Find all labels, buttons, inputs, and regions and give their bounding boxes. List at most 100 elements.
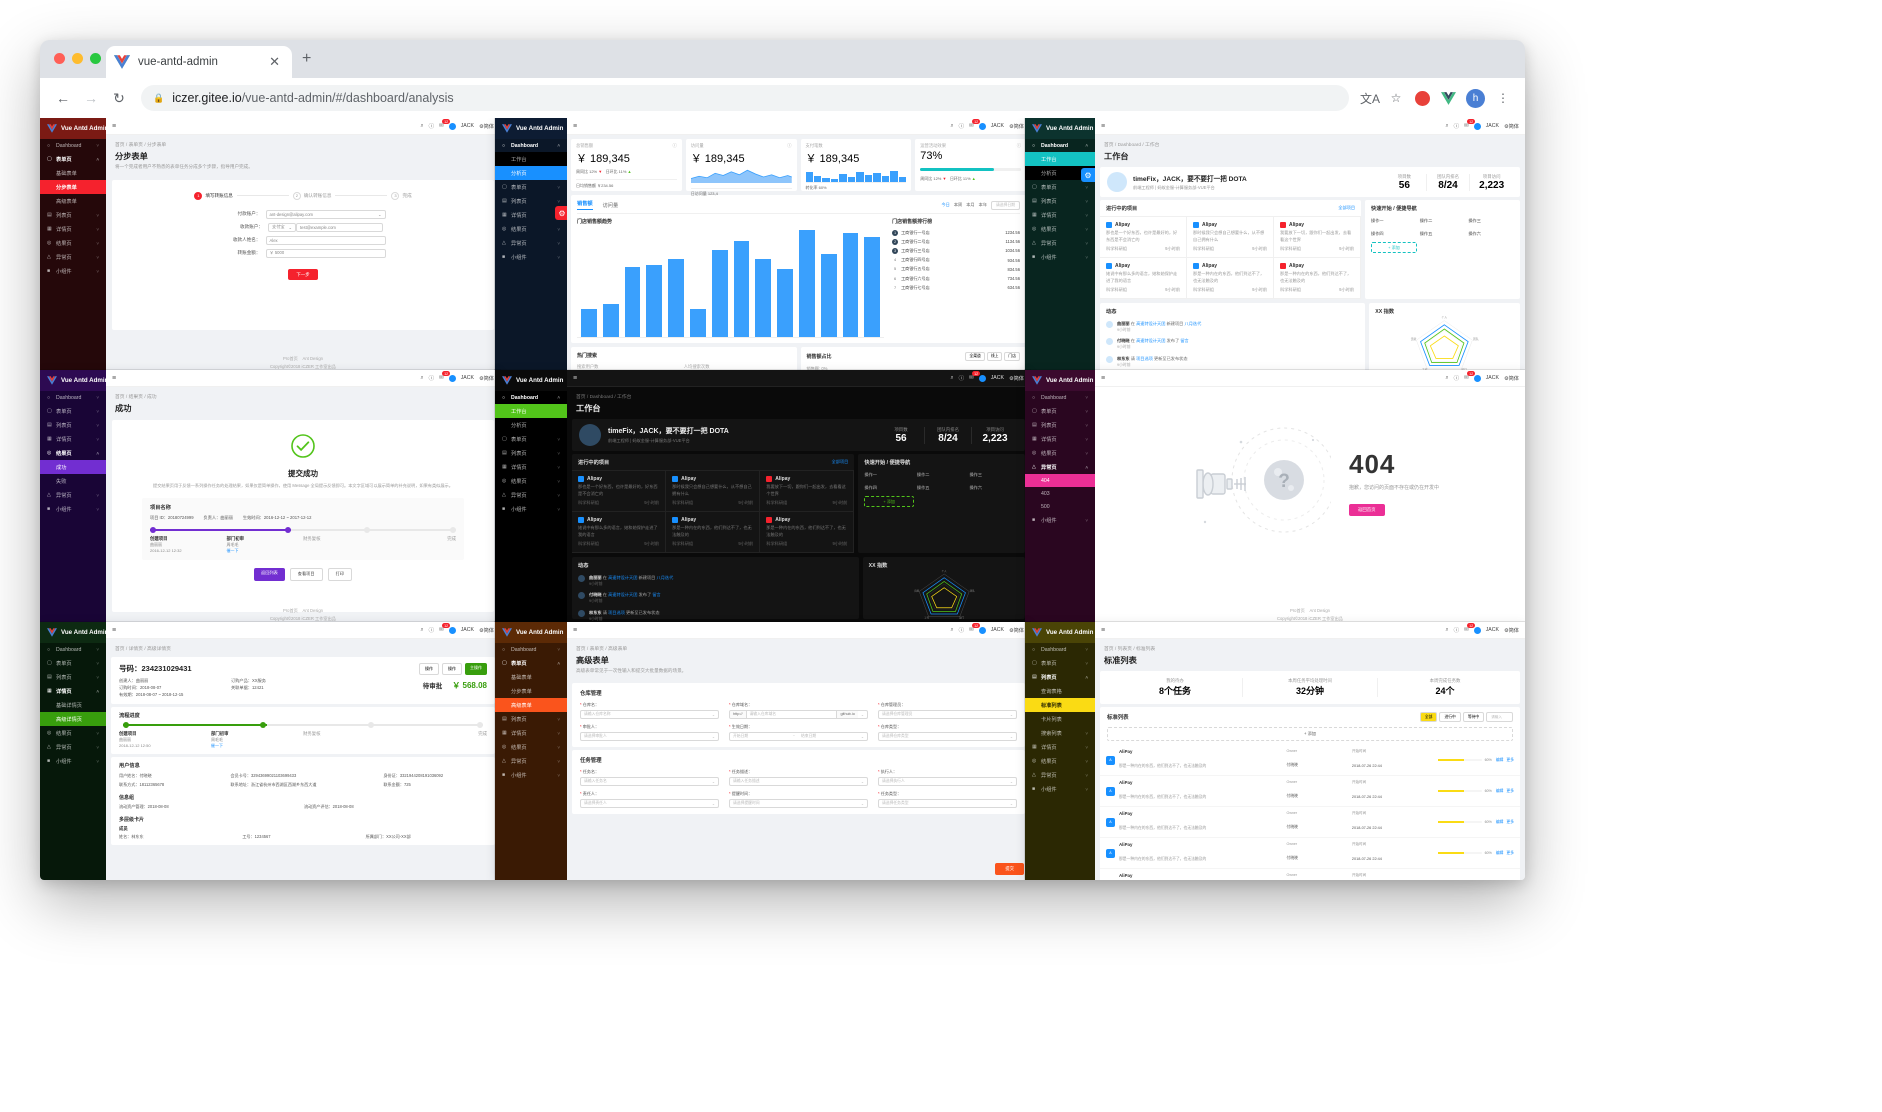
shot-advanced-detail[interactable]: Vue Antd Admin ○ Dashboard ˅ ▢ 表单页 ˅ ▤ 列表页 ˅ ▦… (40, 622, 500, 880)
search-icon[interactable]: ⌕ (420, 626, 424, 633)
sidebar-item-detail[interactable]: ▦详情页˅ (502, 730, 560, 737)
settings-drawer-toggle[interactable]: ⚙ (1081, 168, 1095, 182)
date-range-picker[interactable]: 请选择日期 (991, 200, 1020, 210)
sidebar-item-analysis[interactable]: 分析页 (495, 166, 567, 180)
sidebar-item-form[interactable]: ▢ 表单页 ˅ (1032, 184, 1088, 191)
project-item[interactable]: Alipay 那是一种内在的东西，他们到达不了，也无法触及的 科学科研组 9小时前 (760, 512, 855, 553)
project-item[interactable]: Alipay 我要放下一切，跟你们一起出发，去看看这个世界 科学科研组 9小时前 (1274, 217, 1362, 258)
sidebar-item-list[interactable]: ▤ 列表页 ˅ (47, 422, 99, 429)
collapse-menu-icon[interactable]: ≡ (1101, 122, 1106, 130)
sidebar-item-exception[interactable]: △ 异常页 ˅ (47, 254, 99, 261)
avatar[interactable] (448, 374, 456, 382)
quick-link[interactable]: 操作六 (969, 485, 983, 490)
sidebar-item-widgets[interactable]: ■ 小组件 ˅ (502, 506, 560, 513)
quick-link[interactable]: 操作二 (916, 472, 930, 477)
sidebar-item-widgets[interactable]: ■ 小组件 ˅ (1032, 786, 1088, 793)
add-quick-link-button[interactable]: + 添加 (864, 496, 914, 507)
sidebar-item-exception[interactable]: △ 异常页 ˅ (47, 492, 99, 499)
sidebar-item-dashboard[interactable]: ○ Dashboard ˅ (47, 142, 99, 149)
help-icon[interactable]: ⓘ (1453, 376, 1460, 382)
shot-standard-list[interactable]: Vue Antd Admin ○ Dashboard ˅ ▢ 表单页 ˅ ▤ 列表页 ˄ 查… (1025, 622, 1525, 880)
sidebar-item-form-basic[interactable]: 基础表单 (511, 674, 532, 681)
table-row[interactable]: A AliPay 那是一种内在的东西，他们到达不了，也无法触及的 Owner 付晓晓 开始… (1100, 776, 1520, 807)
language-switch[interactable]: ⚙简体 (1503, 627, 1519, 634)
quick-link[interactable]: 操作二 (1419, 218, 1433, 223)
sidebar-item-form[interactable]: ▢ 表单页 ˅ (1032, 408, 1088, 415)
avatar[interactable] (978, 374, 986, 382)
edit-link[interactable]: 编辑 (1495, 788, 1504, 793)
sidebar-item-exception[interactable]: △ 异常页 ˅ (1032, 240, 1088, 247)
sidebar-item-workbench[interactable]: 工作台 (495, 404, 567, 418)
sidebar-item-form-step[interactable]: 分步表单 (40, 180, 106, 194)
quick-link[interactable]: 操作三 (969, 472, 983, 477)
collapse-menu-icon[interactable]: ≡ (112, 374, 117, 382)
print-button[interactable]: 打印 (327, 567, 352, 581)
sidebar-item-list[interactable]: ▤ 列表页 ˅ (1032, 198, 1088, 205)
minimize-window-button[interactable] (72, 53, 83, 64)
more-link[interactable]: 更多 (1506, 819, 1515, 824)
activity-link[interactable]: 高速特设计天团 (608, 592, 638, 598)
sidebar-item-result[interactable]: ◎ 结果页 ˅ (1032, 450, 1088, 457)
sidebar-item-result[interactable]: ◎ 结果页 ˅ (502, 478, 560, 485)
search-icon[interactable]: ⌕ (950, 626, 954, 633)
edit-link[interactable]: 编辑 (1495, 757, 1504, 762)
sidebar-item-widgets[interactable]: ■ 小组件 ˅ (47, 506, 99, 513)
project-item[interactable]: Alipay 那是一种内在的东西，他们到达不了，也无法触及的 科学科研组 9小时前 (1274, 258, 1362, 299)
field-input[interactable]: 请选择提醒时间 ⌄ (729, 798, 868, 808)
back-icon[interactable]: ← (56, 90, 70, 106)
sidebar-item-widgets[interactable]: ■ 小组件 ˅ (502, 254, 560, 261)
help-icon[interactable]: ⓘ (428, 628, 435, 634)
field-input[interactable]: 请选择执行人 ⌄ (878, 776, 1017, 786)
notification-icon[interactable]: ✉ 12 (1464, 119, 1476, 129)
activity-link[interactable]: 八月迭代 (1184, 320, 1202, 326)
sidebar-item-detail[interactable]: ▦详情页˅ (1032, 212, 1088, 219)
shot-workbench-teal[interactable]: Vue Antd Admin ○ Dashboard ˄ 工作台 分析页 ▢ 表单页 ˅… (1025, 118, 1525, 374)
sidebar-item-detail[interactable]: ▦详情页˅ (47, 226, 99, 233)
sidebar-item-result[interactable]: ◎ 结果页 ˅ (502, 744, 560, 751)
notification-icon[interactable]: ✉ 12 (969, 623, 981, 633)
sidebar-item-exception[interactable]: △ 异常页 ˅ (1032, 772, 1088, 779)
back-home-button[interactable]: 返回首页 (1348, 503, 1385, 516)
back-to-list-button[interactable]: 返回列表 (254, 567, 285, 581)
sidebar-item-dashboard[interactable]: ○ Dashboard ˅ (1032, 646, 1088, 653)
help-icon[interactable]: ⓘ (958, 124, 965, 130)
address-bar[interactable]: 🔒 iczer.gitee.io/vue-antd-admin/#/dashbo… (141, 85, 1349, 111)
sidebar-item-detail-adv[interactable]: 高级详情页 (40, 712, 106, 726)
sidebar-item-list-card[interactable]: 卡片列表 (1041, 716, 1062, 723)
collapse-menu-icon[interactable]: ≡ (112, 626, 117, 634)
sidebar-item-result[interactable]: ◎ 结果页 ˅ (47, 240, 99, 247)
field-input[interactable]: http://请输入仓库域名 github.io ⌄ (729, 709, 868, 719)
sidebar-item-result[interactable]: ◎ 结果页 ˄ (47, 450, 99, 457)
more-link[interactable]: 更多 (1506, 757, 1515, 762)
project-item[interactable]: Alipay 那也是一个好东西，也许是最好的，好东西是不会消亡的 科学科研组 9小时前 (1100, 217, 1188, 258)
help-icon[interactable]: ⓘ (1453, 628, 1460, 634)
field-input[interactable]: 请输入仓库名称 ⌄ (580, 709, 719, 719)
sidebar-item-form[interactable]: ▢ 表单页 ˄ (502, 660, 560, 667)
sidebar-item-403[interactable]: 403 (1041, 490, 1050, 497)
sidebar-item-list[interactable]: ▤ 列表页 ˅ (47, 674, 99, 681)
search-icon[interactable]: ⌕ (1445, 374, 1449, 381)
project-item[interactable]: Alipay 她说中有那么多的语言，她和她保护走进了我的语言 科学科研组 9小时前 (572, 512, 667, 553)
sidebar-item-form-adv[interactable]: 高级表单 (495, 698, 567, 712)
shot-step-form[interactable]: Vue Antd Admin ○ Dashboard ˅ ▢ 表单页 ˄ 基础表单 分步… (40, 118, 500, 374)
payee-account-input[interactable]: test@example.com (296, 222, 383, 232)
bookmark-star-icon[interactable]: ☆ (1390, 91, 1402, 105)
quick-link[interactable]: 操作五 (916, 485, 930, 490)
avatar[interactable] (448, 122, 456, 130)
search-icon[interactable]: ⌕ (1445, 122, 1449, 129)
shot-result-success[interactable]: Vue Antd Admin ○ Dashboard ˅ ▢ 表单页 ˅ ▤ 列表页 ˅ ▦… (40, 370, 500, 626)
add-task-button[interactable]: + 添加 (1107, 727, 1513, 741)
notification-icon[interactable]: ✉ 12 (439, 119, 451, 129)
sidebar-item-list[interactable]: ▤ 列表页 ˅ (502, 198, 560, 205)
field-input[interactable]: 请选择责任人 ⌄ (580, 798, 719, 808)
activity-link[interactable]: 高速特设计天团 (1136, 338, 1166, 344)
sidebar-item-list[interactable]: ▤ 列表页 ˄ (1032, 674, 1088, 681)
sidebar-item-dashboard[interactable]: ○ Dashboard ˅ (1032, 394, 1088, 401)
project-item[interactable]: Alipay 那是一种内在的东西，他们到达不了，也无法触及的 科学科研组 9小时前 (1187, 258, 1275, 299)
sidebar-item-widgets[interactable]: ■ 小组件 ˅ (1032, 254, 1088, 261)
collapse-menu-icon[interactable]: ≡ (1101, 374, 1106, 382)
range-year[interactable]: 本年 (978, 202, 988, 207)
sidebar-item-list[interactable]: ▤ 列表页 ˅ (502, 716, 560, 723)
sidebar-item-list-std[interactable]: 标准列表 (1025, 698, 1095, 712)
activity-link[interactable]: 留言 (1180, 338, 1189, 344)
